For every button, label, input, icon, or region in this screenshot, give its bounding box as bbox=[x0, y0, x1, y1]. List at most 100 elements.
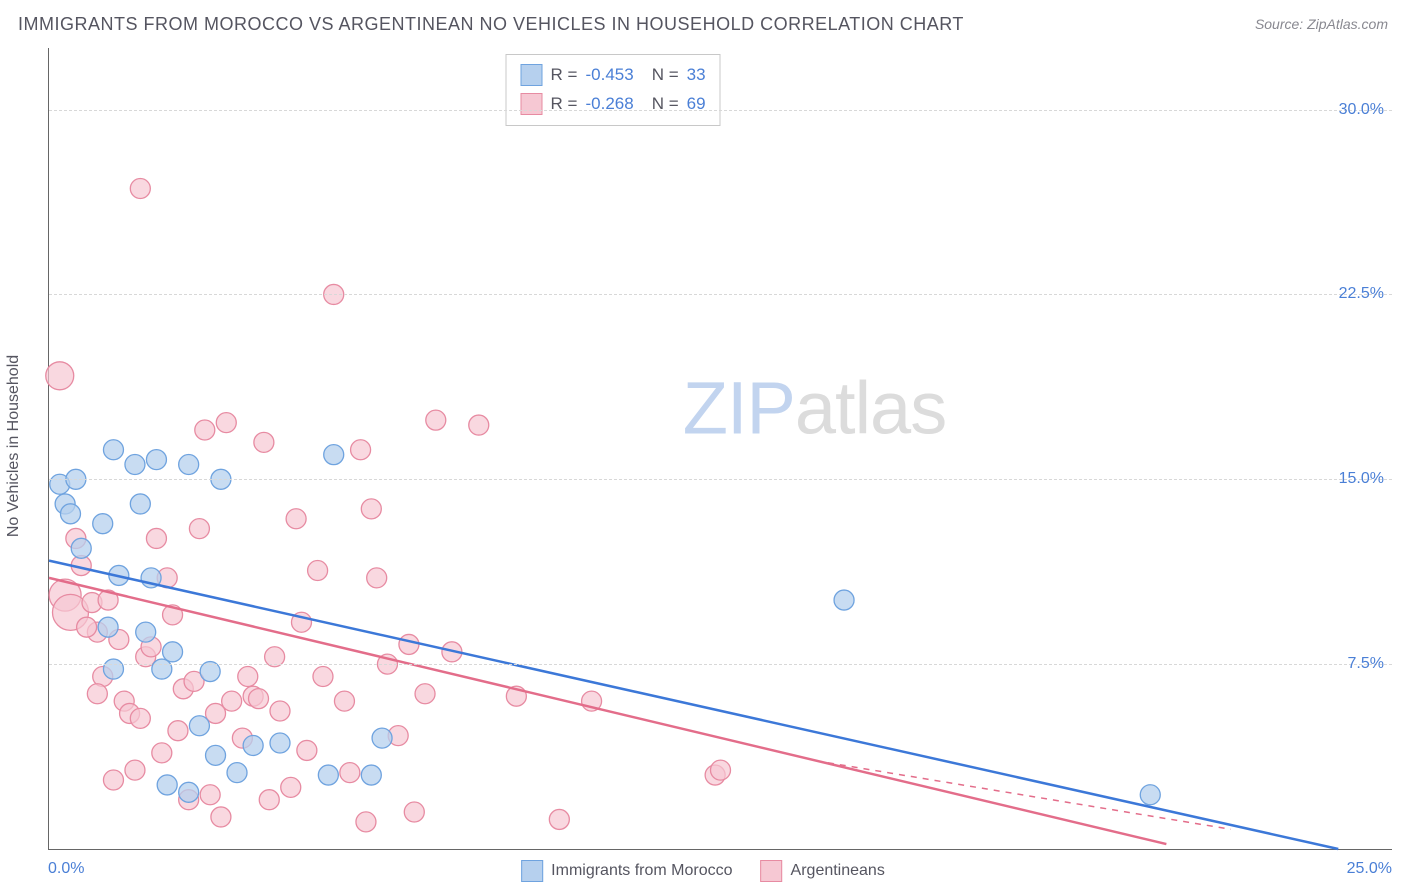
chart-svg bbox=[49, 48, 1392, 849]
morocco-point bbox=[103, 440, 123, 460]
argentineans-point bbox=[189, 519, 209, 539]
morocco-point bbox=[163, 642, 183, 662]
y-tick-label: 22.5% bbox=[1339, 285, 1384, 303]
argentineans-point bbox=[46, 362, 74, 390]
series-legend: Immigrants from Morocco Argentineans bbox=[521, 860, 885, 882]
morocco-point bbox=[71, 538, 91, 558]
argentineans-point bbox=[249, 689, 269, 709]
argentineans-point bbox=[130, 178, 150, 198]
plot-area: ZIPatlas R =-0.453N =33R =-0.268N =69 7.… bbox=[48, 48, 1392, 850]
chart-title: IMMIGRANTS FROM MOROCCO VS ARGENTINEAN N… bbox=[18, 14, 964, 35]
argentineans-point bbox=[404, 802, 424, 822]
morocco-point bbox=[146, 450, 166, 470]
argentineans-point bbox=[308, 560, 328, 580]
gridline bbox=[49, 664, 1392, 665]
legend-n-value: 33 bbox=[687, 61, 706, 90]
argentineans-point bbox=[399, 634, 419, 654]
argentineans-point bbox=[356, 812, 376, 832]
argentineans-point bbox=[222, 691, 242, 711]
argentineans-point bbox=[125, 760, 145, 780]
gridline bbox=[49, 110, 1392, 111]
argentineans-point bbox=[152, 743, 172, 763]
argentineans-point bbox=[130, 708, 150, 728]
x-tick-min: 0.0% bbox=[48, 860, 84, 878]
morocco-point bbox=[834, 590, 854, 610]
morocco-point bbox=[270, 733, 290, 753]
argentineans-point bbox=[361, 499, 381, 519]
source-attribution: Source: ZipAtlas.com bbox=[1255, 16, 1388, 32]
morocco-point bbox=[318, 765, 338, 785]
morocco-point bbox=[130, 494, 150, 514]
legend-r-value: -0.268 bbox=[585, 90, 633, 119]
argentineans-trend-dashed bbox=[828, 763, 1231, 830]
morocco-point bbox=[93, 514, 113, 534]
corr-legend-row: R = -0.453 N = 33 bbox=[521, 61, 706, 90]
legend-swatch bbox=[521, 93, 543, 115]
argentineans-point bbox=[313, 666, 333, 686]
morocco-point bbox=[243, 735, 263, 755]
argentineans-point bbox=[87, 684, 107, 704]
argentineans-point bbox=[146, 528, 166, 548]
morocco-point bbox=[324, 445, 344, 465]
legend-swatch bbox=[521, 64, 543, 86]
legend-r-label: R = bbox=[551, 90, 578, 119]
argentineans-point bbox=[297, 740, 317, 760]
morocco-point bbox=[103, 659, 123, 679]
argentineans-point bbox=[426, 410, 446, 430]
argentineans-point bbox=[259, 790, 279, 810]
y-tick-label: 7.5% bbox=[1348, 655, 1384, 673]
legend-swatch bbox=[761, 860, 783, 882]
argentineans-point bbox=[216, 413, 236, 433]
argentineans-point bbox=[238, 666, 258, 686]
argentineans-point bbox=[334, 691, 354, 711]
argentineans-point bbox=[351, 440, 371, 460]
gridline bbox=[49, 294, 1392, 295]
argentineans-point bbox=[340, 763, 360, 783]
argentineans-point bbox=[200, 785, 220, 805]
morocco-point bbox=[361, 765, 381, 785]
morocco-point bbox=[136, 622, 156, 642]
morocco-point bbox=[206, 745, 226, 765]
legend-label: Immigrants from Morocco bbox=[551, 862, 732, 880]
chart-header: IMMIGRANTS FROM MOROCCO VS ARGENTINEAN N… bbox=[0, 0, 1406, 48]
argentineans-point bbox=[103, 770, 123, 790]
y-tick-label: 30.0% bbox=[1339, 101, 1384, 119]
argentineans-point bbox=[549, 809, 569, 829]
legend-r-value: -0.453 bbox=[585, 61, 633, 90]
morocco-point bbox=[125, 455, 145, 475]
legend-n-label: N = bbox=[652, 61, 679, 90]
morocco-point bbox=[227, 763, 247, 783]
morocco-point bbox=[60, 504, 80, 524]
legend-n-value: 69 bbox=[687, 90, 706, 119]
argentineans-point bbox=[211, 807, 231, 827]
legend-label: Argentineans bbox=[791, 862, 885, 880]
argentineans-point bbox=[270, 701, 290, 721]
morocco-point bbox=[179, 782, 199, 802]
legend-r-label: R = bbox=[551, 61, 578, 90]
legend-item: Immigrants from Morocco bbox=[521, 860, 732, 882]
argentineans-point bbox=[77, 617, 97, 637]
argentineans-point bbox=[711, 760, 731, 780]
morocco-point bbox=[372, 728, 392, 748]
argentineans-point bbox=[286, 509, 306, 529]
morocco-point bbox=[1140, 785, 1160, 805]
gridline bbox=[49, 479, 1392, 480]
argentineans-point bbox=[168, 721, 188, 741]
argentineans-point bbox=[195, 420, 215, 440]
correlation-legend: R = -0.453 N = 33 R = -0.268 N = 69 bbox=[506, 54, 721, 126]
morocco-point bbox=[157, 775, 177, 795]
morocco-point bbox=[189, 716, 209, 736]
argentineans-point bbox=[469, 415, 489, 435]
corr-legend-row: R = -0.268 N = 69 bbox=[521, 90, 706, 119]
x-tick-max: 25.0% bbox=[1347, 860, 1392, 878]
legend-item: Argentineans bbox=[761, 860, 885, 882]
legend-n-label: N = bbox=[652, 90, 679, 119]
morocco-point bbox=[152, 659, 172, 679]
morocco-point bbox=[179, 455, 199, 475]
morocco-trend-line bbox=[49, 561, 1338, 849]
argentineans-point bbox=[281, 777, 301, 797]
morocco-point bbox=[98, 617, 118, 637]
argentineans-point bbox=[415, 684, 435, 704]
argentineans-point bbox=[367, 568, 387, 588]
legend-swatch bbox=[521, 860, 543, 882]
